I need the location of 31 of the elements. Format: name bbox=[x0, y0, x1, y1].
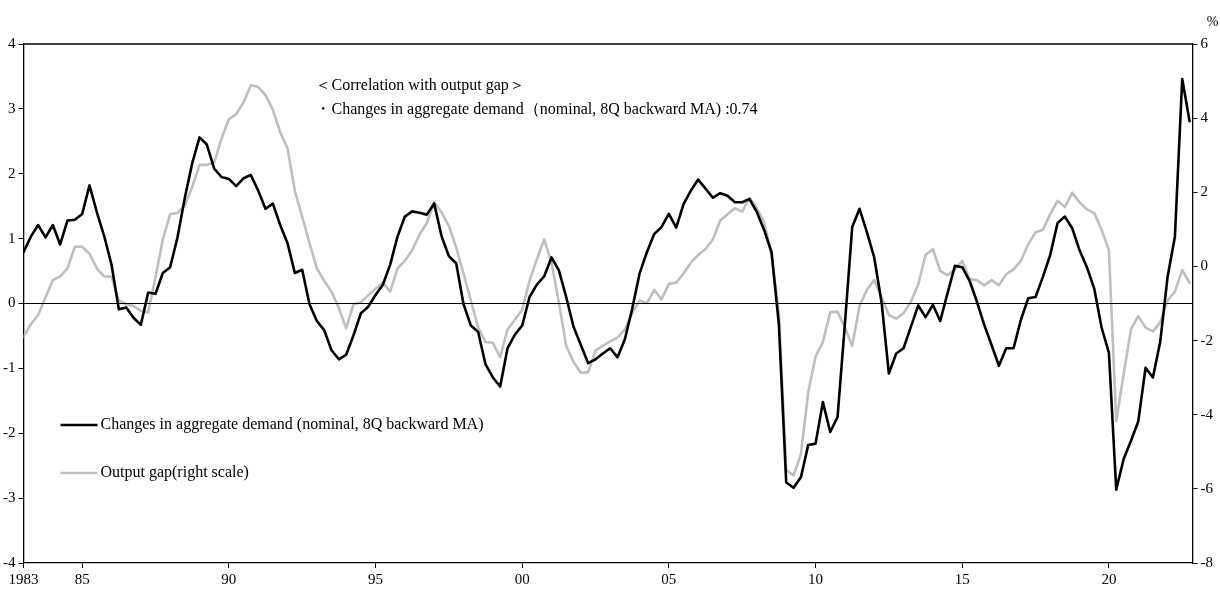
y-tick-label: -3 bbox=[3, 489, 16, 506]
legend-label: Changes in aggregate demand (nominal, 8Q backward MA) bbox=[100, 415, 484, 434]
x-tick-label: 05 bbox=[661, 570, 677, 587]
y-tick-label: -1 bbox=[3, 359, 16, 376]
y-tick-label: 0 bbox=[8, 294, 16, 311]
x-tick-label: 90 bbox=[221, 570, 237, 587]
y2-tick-label: 4 bbox=[1200, 109, 1209, 126]
y2-axis-title: % bbox=[1206, 13, 1219, 29]
x-tick-label: 85 bbox=[74, 570, 90, 587]
legend-label: Output gap(right scale) bbox=[100, 463, 249, 482]
y2-tick-label: 0 bbox=[1200, 257, 1208, 274]
annotation: ＜Correlation with output gap＞ bbox=[315, 76, 525, 95]
x-tick-label: 00 bbox=[514, 570, 530, 587]
y2-tick-label: 6 bbox=[1200, 34, 1209, 51]
y-tick-label: 3 bbox=[8, 99, 16, 116]
y2-tick-label: -4 bbox=[1200, 405, 1214, 422]
y-tick-label: 2 bbox=[8, 164, 16, 181]
annotation: ・Changes in aggregate demand（nominal, 8Q backward MA) :0.74 bbox=[315, 100, 758, 119]
x-tick-label: 20 bbox=[1101, 570, 1117, 587]
y-tick-label: 4 bbox=[8, 34, 16, 51]
x-tick-label: 1983 bbox=[8, 570, 39, 587]
y2-tick-label: -8 bbox=[1200, 553, 1213, 570]
x-tick-label: 95 bbox=[368, 570, 384, 587]
x-tick-label: 15 bbox=[954, 570, 970, 587]
y2-tick-label: -6 bbox=[1200, 479, 1214, 496]
x-tick-label: 10 bbox=[808, 570, 824, 587]
y-tick-label: -2 bbox=[3, 424, 16, 441]
y-tick-label: 1 bbox=[8, 229, 16, 246]
y2-tick-label: 2 bbox=[1200, 183, 1208, 200]
y-tick-label: -4 bbox=[3, 553, 16, 570]
y2-tick-label: -2 bbox=[1200, 331, 1213, 348]
